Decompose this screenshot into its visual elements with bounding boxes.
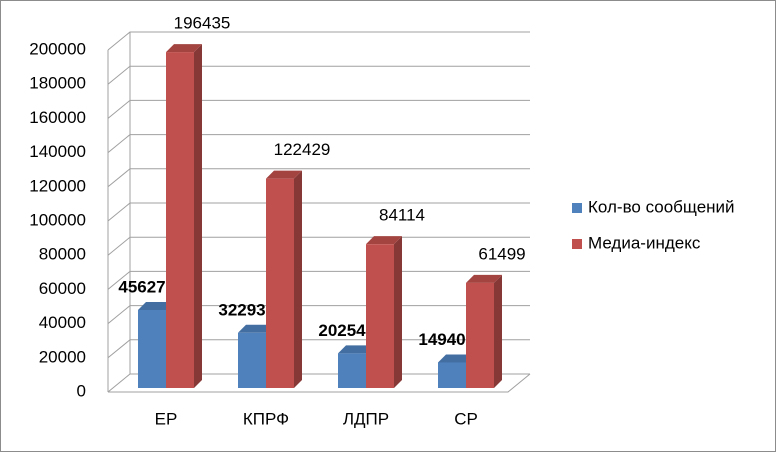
legend-swatch <box>572 203 582 213</box>
data-label: 20254 <box>318 321 366 340</box>
y-tick-label: 200000 <box>29 39 86 58</box>
bar <box>338 353 366 388</box>
x-tick-label: КПРФ <box>243 409 289 428</box>
bar-top <box>238 324 274 333</box>
grid-line <box>107 65 530 85</box>
bar-side <box>294 170 302 388</box>
data-label: 196435 <box>174 14 231 33</box>
bar-top <box>366 236 402 245</box>
legend-label: Медиа-индекс <box>588 233 701 252</box>
bar-top <box>466 274 502 283</box>
y-tick-label: 20000 <box>39 347 86 366</box>
y-tick-label: 100000 <box>29 210 86 229</box>
y-tick-label: 160000 <box>29 108 86 127</box>
y-tick-label: 140000 <box>29 142 86 161</box>
x-tick-label: ЕР <box>155 409 178 428</box>
bar-side <box>194 44 202 388</box>
grid-line <box>107 134 530 153</box>
x-tick-label: СР <box>454 409 478 428</box>
bar <box>438 362 466 388</box>
data-label: 61499 <box>478 244 525 263</box>
bar-top <box>266 170 302 179</box>
bar-side <box>394 236 402 388</box>
bar-top <box>338 345 374 354</box>
legend-label: Кол-во сообщений <box>588 197 735 216</box>
floor <box>108 373 531 393</box>
bar <box>366 244 394 388</box>
bar <box>166 52 194 388</box>
legend-swatch <box>572 239 582 249</box>
y-tick-label: 80000 <box>39 245 86 264</box>
bar <box>266 178 294 388</box>
data-label: 14940 <box>418 330 465 349</box>
bar <box>466 282 494 388</box>
data-label: 32293 <box>218 300 265 319</box>
y-tick-label: 180000 <box>29 74 86 93</box>
bar <box>238 332 266 388</box>
grid-line <box>107 99 530 119</box>
y-tick-label: 120000 <box>29 176 86 195</box>
data-label: 122429 <box>274 140 331 159</box>
grid-line <box>107 202 530 222</box>
grid-line <box>107 31 530 51</box>
grid-line <box>107 168 530 188</box>
data-label: 45627 <box>118 277 165 296</box>
y-tick-label: 0 <box>77 381 86 400</box>
y-tick-label: 60000 <box>39 279 86 298</box>
data-label: 84114 <box>379 206 425 225</box>
bar <box>138 309 166 388</box>
bar-side <box>494 274 502 388</box>
bar-top <box>166 44 202 53</box>
x-tick-label: ЛДПР <box>343 409 389 428</box>
y-tick-label: 40000 <box>39 313 86 332</box>
bar-top <box>438 354 474 363</box>
bar-top <box>138 301 174 310</box>
